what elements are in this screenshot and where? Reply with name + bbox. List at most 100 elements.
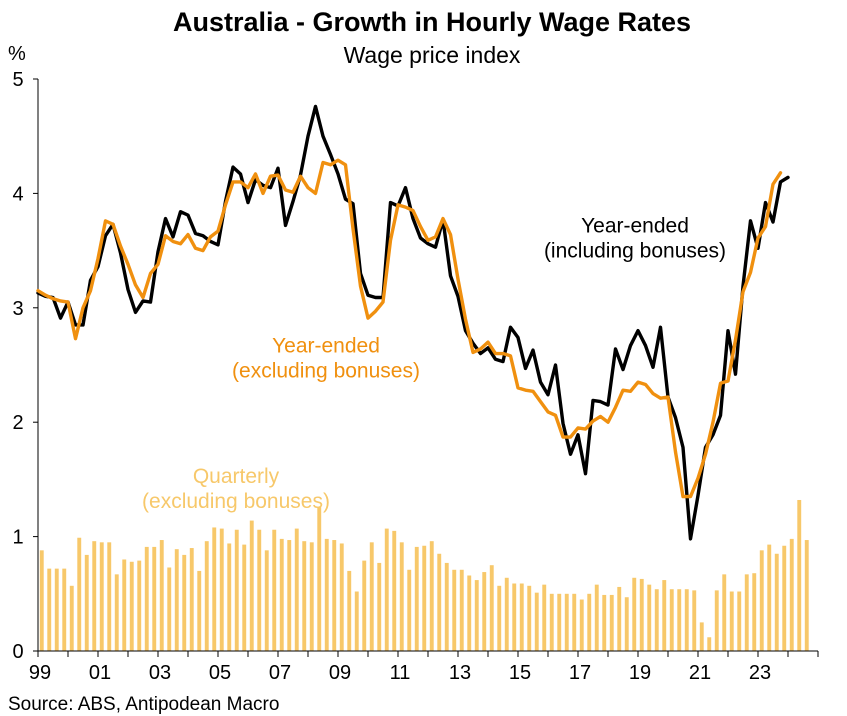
label-year-ended-incl-line: (including bonuses) — [544, 239, 726, 262]
quarterly-bar — [84, 554, 89, 651]
chart-title: Australia - Growth in Hourly Wage Rates — [173, 7, 691, 37]
year-ended-incl-bonuses-line — [36, 104, 790, 541]
quarterly-bar — [519, 583, 524, 651]
quarterly-bar — [444, 562, 449, 651]
quarterly-bar — [422, 545, 427, 651]
quarterly-bar — [617, 586, 622, 651]
x-tick-label: 01 — [89, 662, 111, 684]
quarterly-bar — [182, 554, 187, 651]
quarterly-bar — [534, 592, 539, 651]
quarterly-bar — [197, 570, 202, 651]
quarterly-bar — [137, 560, 142, 651]
x-tick-label: 21 — [689, 662, 711, 684]
label-year-ended-excl-line: Year-ended — [272, 334, 380, 357]
quarterly-bar — [782, 545, 787, 651]
x-tick-label: 99 — [29, 662, 51, 684]
quarterly-bar — [744, 574, 749, 651]
quarterly-bar — [257, 529, 262, 651]
quarterly-bar — [399, 542, 404, 651]
y-tick-label: 2 — [12, 412, 23, 434]
quarterly-bar — [77, 537, 82, 651]
quarterly-bar — [189, 548, 194, 651]
quarterly-bar — [722, 574, 727, 651]
x-tick-label: 11 — [390, 662, 411, 684]
quarterly-bar — [114, 574, 119, 651]
chart-subtitle: Wage price index — [344, 42, 521, 68]
label-quarterly-line: Quarterly — [193, 465, 280, 488]
quarterly-bar — [39, 550, 44, 651]
quarterly-bar — [759, 550, 764, 651]
quarterly-bar — [129, 561, 134, 651]
quarterly-bar — [767, 544, 772, 651]
label-quarterly: Quarterly (excluding bonuses) — [142, 465, 330, 513]
quarterly-bar — [692, 590, 697, 651]
quarterly-bar — [774, 553, 779, 651]
quarterly-bar — [489, 565, 494, 651]
quarterly-bar — [542, 584, 547, 651]
quarterly-bar — [699, 622, 704, 651]
quarterly-bar — [564, 593, 569, 651]
x-tick-label: 05 — [209, 662, 231, 684]
quarterly-bar — [107, 542, 112, 651]
quarterly-bar — [264, 550, 269, 651]
quarterly-bar — [279, 538, 284, 651]
quarterly-bar — [392, 530, 397, 651]
label-year-ended-incl: Year-ended (including bonuses) — [544, 214, 726, 262]
y-tick-label: 4 — [12, 183, 23, 205]
quarterly-bar — [227, 543, 232, 651]
quarterly-bar — [497, 585, 502, 651]
quarterly-bar — [647, 584, 652, 651]
quarterly-bar — [219, 528, 224, 651]
quarterly-bar — [669, 589, 674, 651]
quarterly-bar — [707, 637, 712, 651]
quarterly-bar — [339, 543, 344, 651]
quarterly-bar — [174, 549, 179, 651]
quarterly-bar — [249, 520, 254, 651]
quarterly-bar — [369, 542, 374, 651]
quarterly-bar — [527, 585, 532, 651]
source-note: Source: ABS, Antipodean Macro — [8, 694, 279, 715]
y-tick-label: 1 — [12, 527, 23, 549]
quarterly-bar — [557, 593, 562, 651]
quarterly-bar — [122, 559, 127, 651]
quarterly-bar — [54, 568, 59, 651]
quarterly-bar — [362, 560, 367, 651]
series-labels: Year-ended (including bonuses)Year-ended(… — [142, 214, 726, 513]
quarterly-bars — [39, 499, 809, 651]
quarterly-bar — [332, 540, 337, 651]
quarterly-bar — [287, 540, 292, 651]
quarterly-bar — [752, 573, 757, 651]
quarterly-bar — [204, 541, 209, 651]
y-tick-label: 5 — [12, 69, 23, 91]
quarterly-bar — [309, 542, 314, 651]
quarterly-bar — [624, 597, 629, 651]
quarterly-bar — [789, 538, 794, 651]
x-tick-label: 23 — [749, 662, 771, 684]
year-ended-excl-bonuses-line — [36, 158, 783, 499]
x-tick-label: 07 — [269, 662, 291, 684]
y-tick-label: 0 — [12, 641, 23, 663]
quarterly-bar — [549, 593, 554, 651]
quarterly-bar — [677, 589, 682, 651]
quarterly-bar — [317, 506, 322, 651]
quarterly-bar — [714, 590, 719, 651]
quarterly-bar — [452, 569, 457, 651]
label-year-ended-incl-line: Year-ended — [581, 214, 689, 237]
quarterly-bar — [429, 541, 434, 651]
x-tick-label: 17 — [569, 662, 591, 684]
x-tick-label: 15 — [509, 662, 531, 684]
quarterly-bar — [377, 562, 382, 651]
x-tick-label: 13 — [449, 662, 471, 684]
quarterly-bar — [632, 577, 637, 651]
quarterly-bar — [347, 570, 352, 651]
quarterly-bar — [482, 572, 487, 651]
quarterly-bar — [639, 578, 644, 651]
label-year-ended-excl-line: (excluding bonuses) — [232, 359, 420, 382]
quarterly-bar — [804, 540, 809, 651]
quarterly-bar — [242, 544, 247, 651]
quarterly-bar — [294, 528, 299, 651]
quarterly-bar — [407, 569, 412, 651]
quarterly-bar — [579, 599, 584, 651]
